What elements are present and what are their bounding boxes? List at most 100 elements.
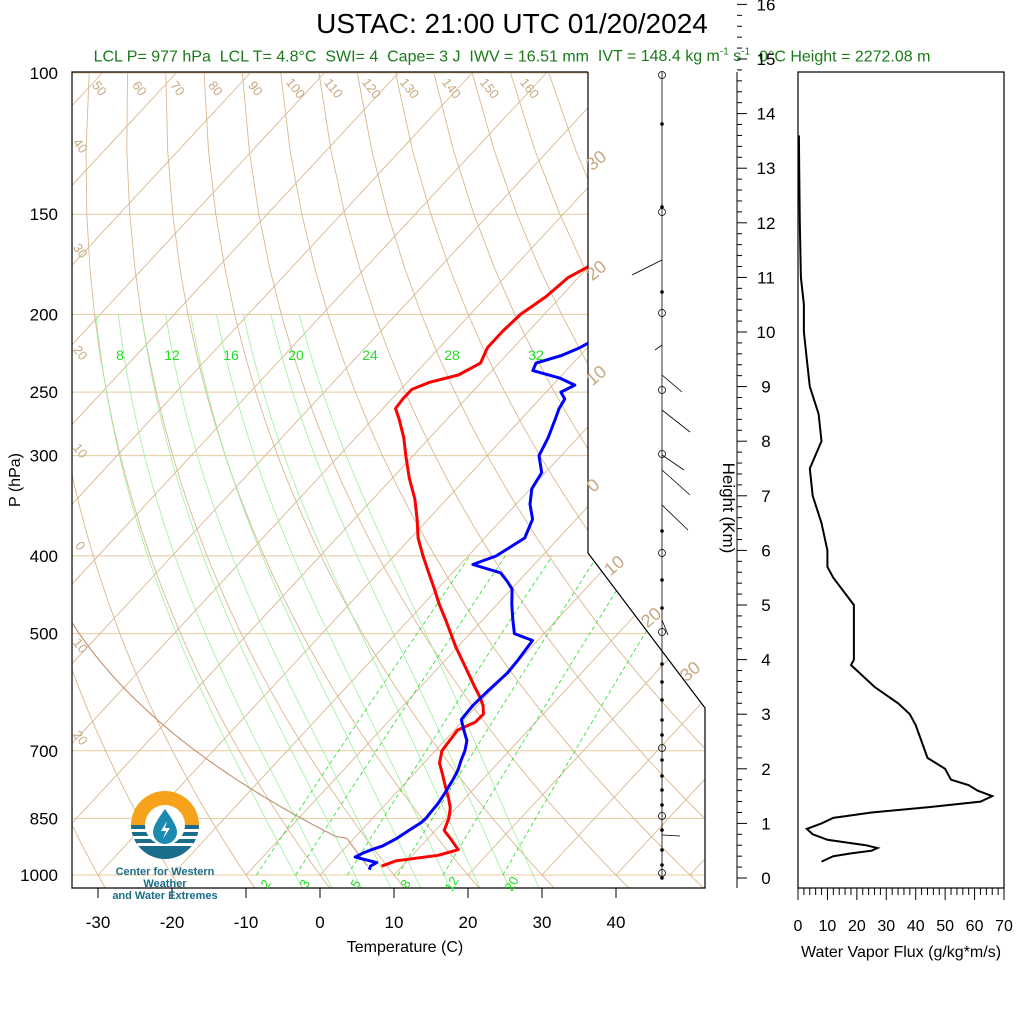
height-tick-label: 13 bbox=[757, 159, 776, 178]
wind-barb bbox=[631, 259, 663, 276]
wind-calm-circle bbox=[658, 549, 666, 557]
dry-adiabat bbox=[126, 72, 409, 888]
pressure-tick-label: 150 bbox=[30, 205, 58, 224]
isotherm-line bbox=[467, 72, 705, 876]
height-tick-label: 15 bbox=[757, 50, 776, 69]
stats-line: LCL P= 977 hPa LCL T= 4.8°C SWI= 4 Cape=… bbox=[0, 47, 1024, 66]
dry-adiabat bbox=[548, 72, 705, 888]
dry-adiabat bbox=[165, 72, 484, 888]
isotherm-label: 10 bbox=[70, 440, 91, 461]
wind-calm-circle bbox=[658, 450, 666, 458]
pressure-tick-label: 400 bbox=[30, 547, 58, 566]
wind-calm-circle bbox=[658, 71, 666, 79]
isotherm-label: 0 bbox=[583, 475, 604, 497]
wind-dot bbox=[660, 698, 664, 702]
pressure-tick-label: 250 bbox=[30, 383, 58, 402]
wv-tick-label: 60 bbox=[966, 918, 984, 935]
height-axis-label: Height (Km) bbox=[719, 463, 738, 554]
theta-label: 80 bbox=[205, 78, 226, 99]
wind-dot bbox=[660, 788, 664, 792]
theta-label: 120 bbox=[359, 75, 384, 101]
dry-adiabat bbox=[779, 73, 1024, 892]
wv-tick-label: 30 bbox=[877, 918, 895, 935]
temp-tick-label: -10 bbox=[234, 913, 259, 932]
theta-label: 150 bbox=[477, 75, 502, 101]
pressure-tick-label: 300 bbox=[30, 447, 58, 466]
wind-dot bbox=[660, 578, 664, 582]
isotherm-label: 40 bbox=[70, 135, 91, 156]
wind-dot bbox=[660, 662, 664, 666]
height-tick-label: 2 bbox=[761, 760, 770, 779]
height-tick-label: 10 bbox=[757, 323, 776, 342]
pressure-axis-label: P (hPa) bbox=[7, 453, 24, 507]
wv-frame bbox=[797, 71, 1005, 889]
temp-tick-label: 30 bbox=[533, 913, 552, 932]
cw3e-logo bbox=[131, 791, 199, 859]
mixing-ratio-label: 12 bbox=[164, 347, 180, 363]
wind-barb bbox=[661, 454, 685, 471]
wv-axis-label: Water Vapor Flux (g/kg*m/s) bbox=[801, 944, 1001, 961]
temp-tick-label: 40 bbox=[607, 913, 626, 932]
dry-adiabat bbox=[701, 72, 705, 888]
isotherm-line bbox=[72, 72, 399, 876]
logo-line-1: Center for Western Weather bbox=[115, 866, 215, 890]
wv-tick-label: 0 bbox=[794, 918, 803, 935]
chart-title: USTAC: 21:00 UTC 01/20/2024 bbox=[316, 8, 708, 39]
temp-tick-label: 20 bbox=[459, 913, 478, 932]
theta-label: 110 bbox=[321, 76, 346, 102]
height-tick-label: 14 bbox=[757, 105, 776, 124]
moist-adiabat bbox=[95, 314, 305, 888]
mixing-ratio-label: 20 bbox=[501, 874, 521, 894]
moist-adiabat bbox=[165, 314, 394, 888]
wv-flux-line bbox=[798, 135, 995, 863]
moist-adiabat bbox=[190, 314, 423, 888]
moist-adiabat bbox=[141, 314, 364, 888]
wind-dot bbox=[660, 758, 664, 762]
temp-tick-label: -20 bbox=[160, 913, 185, 932]
theta-label: 140 bbox=[439, 75, 464, 101]
height-tick-label: 12 bbox=[757, 214, 776, 233]
moist-adiabat bbox=[242, 314, 483, 888]
wind-calm-circle bbox=[658, 309, 666, 317]
height-tick-label: 7 bbox=[761, 487, 770, 506]
wind-calm-circle bbox=[658, 386, 666, 394]
wv-tick-label: 50 bbox=[936, 918, 954, 935]
wind-barb bbox=[661, 409, 691, 433]
wind-barb bbox=[661, 504, 689, 531]
height-tick-label: 1 bbox=[761, 814, 770, 833]
theta-label: 70 bbox=[167, 78, 188, 99]
isotherm-line bbox=[171, 72, 705, 876]
temp-tick-label: -30 bbox=[86, 913, 111, 932]
dry-adiabat bbox=[356, 72, 705, 888]
wind-dot bbox=[660, 774, 664, 778]
mixing-ratio-label: 12 bbox=[441, 874, 461, 894]
dry-adiabat bbox=[72, 72, 108, 888]
mixing-ratio-line bbox=[347, 555, 553, 876]
wind-dot bbox=[660, 828, 664, 832]
theta-label: 60 bbox=[129, 78, 150, 99]
dry-adiabat bbox=[72, 72, 183, 888]
temp-axis-label: Temperature (C) bbox=[347, 939, 463, 956]
height-tick-label: 0 bbox=[761, 869, 770, 888]
pressure-tick-label: 200 bbox=[30, 305, 58, 324]
wind-barb bbox=[654, 344, 663, 351]
dry-adiabat bbox=[624, 72, 705, 888]
isotherm-label: 30 bbox=[676, 657, 704, 685]
isotherm-label: 20 bbox=[70, 727, 91, 748]
isotherm-line bbox=[72, 72, 473, 876]
wind-barb bbox=[661, 374, 683, 393]
mixing-ratio-label: 16 bbox=[223, 347, 239, 363]
skewt-frame bbox=[71, 71, 706, 889]
isotherm-line bbox=[319, 72, 705, 876]
dry-adiabat bbox=[395, 72, 705, 888]
height-tick-label: 9 bbox=[761, 378, 770, 397]
dry-adiabat bbox=[817, 73, 1024, 892]
dewpoint-profile bbox=[353, 212, 705, 871]
wv-tick-label: 10 bbox=[819, 918, 837, 935]
dry-adiabat bbox=[241, 72, 634, 888]
isotherm-line bbox=[72, 72, 325, 876]
parcel-path bbox=[72, 363, 369, 867]
isotherm-label: 20 bbox=[70, 342, 91, 363]
wind-dot bbox=[660, 848, 664, 852]
iwv-value: IWV = 16.51 mm bbox=[469, 48, 589, 66]
